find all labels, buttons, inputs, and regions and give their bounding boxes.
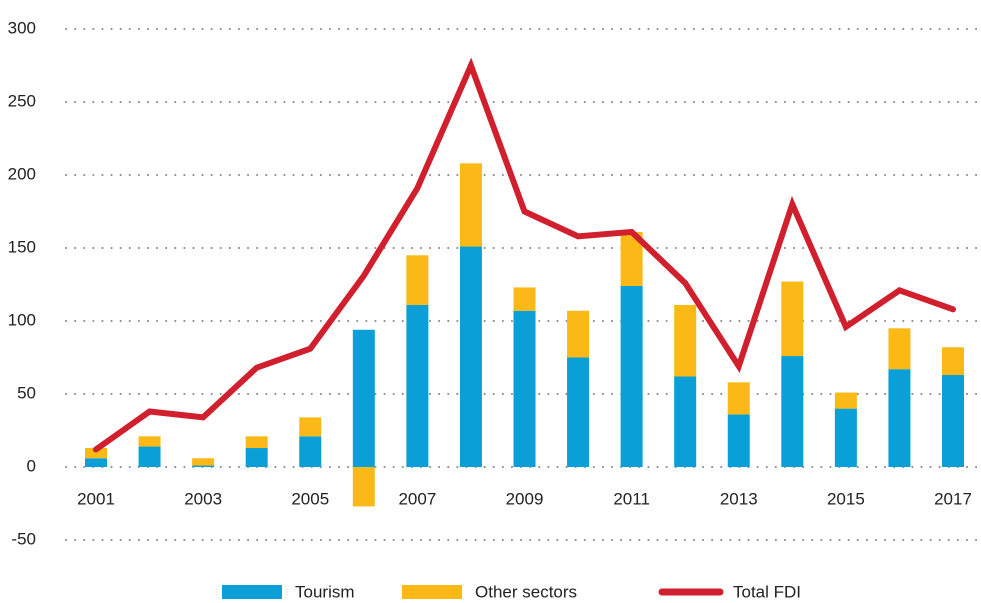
x-tick-label: 2011 xyxy=(613,489,650,508)
bar xyxy=(459,163,482,247)
bar xyxy=(352,329,375,467)
x-tick-label: 2005 xyxy=(291,489,329,508)
bar xyxy=(781,356,804,467)
bar xyxy=(85,448,107,459)
legend-swatch xyxy=(402,585,462,599)
y-tick-label: 250 xyxy=(8,91,36,110)
y-tick-label: 50 xyxy=(17,383,36,402)
bar xyxy=(888,369,911,467)
bar xyxy=(85,458,107,467)
y-tick-label: 100 xyxy=(8,310,36,329)
bar xyxy=(834,392,857,409)
y-tick-label: -50 xyxy=(11,529,36,548)
bar xyxy=(352,467,375,507)
legend-label: Total FDI xyxy=(733,582,801,601)
x-tick-label: 2003 xyxy=(184,489,222,508)
bar xyxy=(299,436,322,467)
bar xyxy=(727,382,750,415)
bar xyxy=(138,446,161,467)
bar xyxy=(567,357,590,467)
y-tick-label: 0 xyxy=(27,456,36,475)
legend-label: Other sectors xyxy=(475,582,577,601)
x-tick-label: 2009 xyxy=(506,489,544,508)
bar xyxy=(674,376,697,467)
legend-label: Tourism xyxy=(295,582,355,601)
bar xyxy=(942,347,964,376)
bar xyxy=(138,436,161,447)
x-tick-label: 2001 xyxy=(77,489,115,508)
bar xyxy=(513,310,536,467)
x-tick-label: 2007 xyxy=(398,489,436,508)
bar xyxy=(459,246,482,467)
bar xyxy=(727,414,750,467)
x-tick-label: 2013 xyxy=(720,489,758,508)
legend-swatch xyxy=(222,585,282,599)
bar xyxy=(406,304,429,467)
bar xyxy=(620,285,643,467)
bar xyxy=(620,231,643,286)
line xyxy=(93,57,956,453)
x-tick-label: 2015 xyxy=(827,489,865,508)
y-tick-label: 150 xyxy=(8,237,36,256)
bar xyxy=(192,458,215,466)
bar xyxy=(299,417,322,437)
legend: Tourism Other sectors Total FDI xyxy=(222,582,801,601)
bar xyxy=(245,436,268,449)
bar xyxy=(674,304,697,377)
bar xyxy=(245,448,268,467)
x-tick-label: 2017 xyxy=(934,489,972,508)
bar xyxy=(834,408,857,467)
bar xyxy=(406,255,429,305)
y-tick-label: 300 xyxy=(8,18,36,37)
bar xyxy=(513,287,536,311)
bar xyxy=(781,281,804,357)
bar xyxy=(888,328,911,370)
bar xyxy=(567,310,590,358)
bar xyxy=(192,465,215,467)
y-tick-label: 200 xyxy=(8,164,36,183)
bar xyxy=(942,375,964,467)
